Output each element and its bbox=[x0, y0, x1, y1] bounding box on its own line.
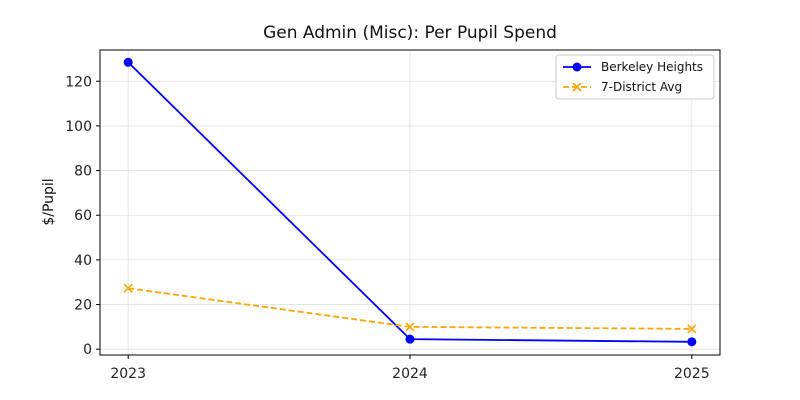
legend-label: Berkeley Heights bbox=[601, 60, 703, 74]
y-tick-label: 40 bbox=[74, 253, 92, 269]
legend-box bbox=[555, 54, 715, 100]
data-point bbox=[405, 322, 415, 332]
y-tick-label: 120 bbox=[65, 74, 92, 90]
x-tick-label: 2024 bbox=[392, 366, 428, 382]
data-point bbox=[687, 337, 697, 347]
chart-title: Gen Admin (Misc): Per Pupil Spend bbox=[263, 23, 557, 43]
data-point bbox=[687, 324, 697, 334]
data-point bbox=[572, 62, 582, 72]
data-point bbox=[405, 334, 415, 344]
y-tick-label: 0 bbox=[83, 342, 92, 358]
data-point bbox=[123, 283, 133, 293]
x-tick-label: 2025 bbox=[674, 366, 710, 382]
y-tick-label: 60 bbox=[74, 208, 92, 224]
y-axis-label: $/Pupil bbox=[41, 178, 57, 225]
y-tick-label: 20 bbox=[74, 298, 92, 314]
legend-label: 7-District Avg bbox=[601, 80, 682, 94]
data-point bbox=[123, 57, 133, 67]
legend: Berkeley Heights 7-District Avg bbox=[555, 54, 715, 100]
x-tick-label: 2023 bbox=[110, 366, 146, 382]
plot-frame bbox=[99, 49, 721, 356]
data-point bbox=[572, 82, 582, 92]
y-tick-label: 100 bbox=[65, 119, 92, 135]
y-tick-label: 80 bbox=[74, 164, 92, 180]
